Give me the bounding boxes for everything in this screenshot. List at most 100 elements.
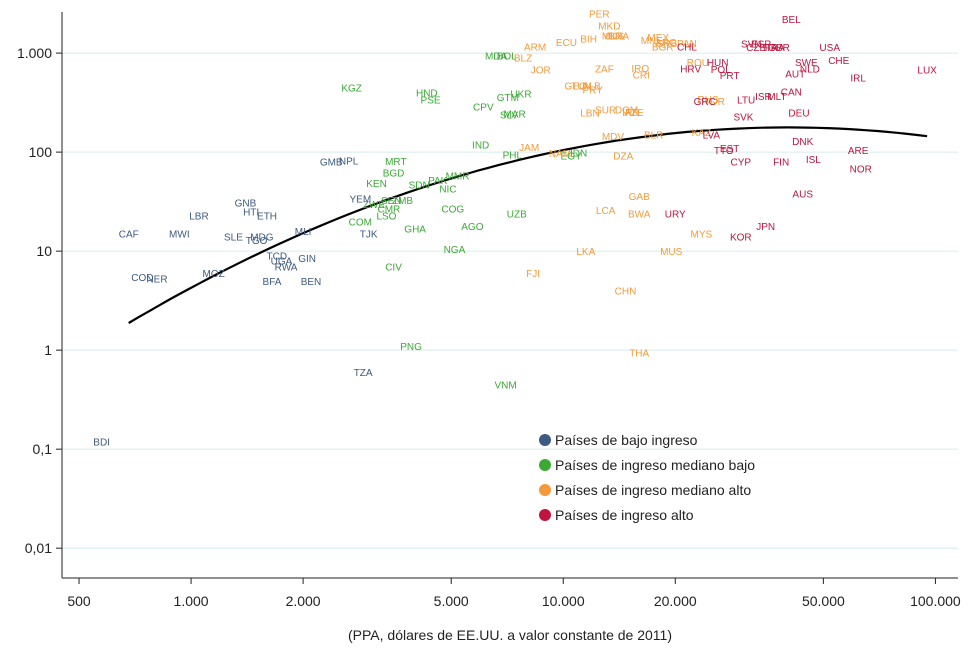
data-point-lower-middle: GTM [497,93,519,104]
data-point-upper-middle: SUR [595,105,616,116]
data-point-low: TCD [267,252,288,263]
data-point-lower-middle: MDA [485,51,508,62]
data-point-high: GBR [768,43,790,54]
data-point-upper-middle: ARG [655,38,677,49]
data-point-high: PRT [720,71,740,82]
data-point-lower-middle: CPV [473,102,494,113]
data-point-high: ARE [848,146,869,157]
data-point-upper-middle: NAM [549,149,571,160]
data-point-upper-middle: GEO [565,82,587,93]
data-point-upper-middle: LKA [576,247,595,258]
data-point-upper-middle: BLZ [514,54,532,65]
legend-label: Países de ingreso alto [555,507,694,523]
data-point-low: MLI [295,227,312,238]
data-point-lower-middle: MMR [446,172,470,183]
legend-marker [539,509,551,521]
legend-marker [539,434,551,446]
data-point-high: USA [819,43,840,54]
data-point-upper-middle: BLR [644,131,663,142]
data-point-lower-middle: ZMB [392,196,413,207]
data-point-high: TTO [714,146,734,157]
data-point-lower-middle: SEN [381,196,402,207]
data-point-upper-middle: ARM [524,42,546,53]
data-point-high: AUS [792,190,813,201]
x-axis-label: (PPA, dólares de EE.UU. a valor constant… [348,627,672,643]
data-point-lower-middle: CIV [385,262,402,273]
data-point-upper-middle: THA [629,348,649,359]
data-point-high: NLD [800,64,820,75]
data-point-upper-middle: BRA [608,32,629,43]
grid-lines [62,52,958,549]
data-point-lower-middle: UZB [507,209,527,220]
data-point-high: CYP [731,158,752,169]
data-point-high: POL [711,65,731,76]
data-point-low: GIN [298,254,316,265]
data-point-lower-middle: PNG [400,342,422,353]
data-point-high: FIN [773,158,789,169]
data-point-high: SWE [795,58,818,69]
x-tick-label: 50.000 [802,593,845,609]
data-point-low: RWA [275,262,298,273]
data-point-upper-middle: DZA [613,152,633,163]
data-point-lower-middle: SLV [500,110,518,121]
data-point-low: NPL [339,157,359,168]
data-point-low: MDG [250,233,274,244]
data-point-high: FRA [765,43,785,54]
data-point-lower-middle: MAR [503,110,525,121]
data-point-upper-middle: COL [605,32,626,43]
data-point-low: BFA [263,277,282,288]
trend-line [128,126,928,324]
data-point-high: URY [665,209,686,220]
x-tick-label: 20.000 [654,593,697,609]
data-point-lower-middle: NIC [439,184,456,195]
data-point-low: TZA [354,368,373,379]
data-point-lower-middle: IND [472,140,489,151]
data-point-high: BEL [782,15,801,26]
data-point-lower-middle: MRT [385,157,406,168]
data-point-upper-middle: JAM [519,143,539,154]
data-point-low: ETH [257,211,277,222]
data-point-high: NOR [850,165,872,176]
data-point-lower-middle: CMR [377,204,400,215]
data-point-upper-middle: MDV [602,132,625,143]
data-point-high: HUN [707,58,729,69]
data-point-lower-middle: SDN [409,181,430,192]
data-point-high: JPN [756,222,775,233]
data-point-lower-middle: PHL [503,150,523,161]
data-point-lower-middle: EGY [561,152,582,163]
data-point-upper-middle: MYS [691,230,713,241]
data-point-upper-middle: GAB [629,192,650,203]
data-point-upper-middle: MUS [602,32,625,43]
data-point-lower-middle: BGD [383,169,405,180]
data-point-high: EST [720,144,739,155]
data-point-low: GNB [235,198,257,209]
data-point-high: KOR [730,233,752,244]
data-point-lower-middle: KEN [366,179,387,190]
data-point-high: ISL [806,155,821,166]
data-point-low: MWI [169,230,190,241]
data-point-lower-middle: HND [416,88,438,99]
y-tick-label: 100 [29,144,53,160]
data-point-low: YEM [350,195,372,206]
data-point-upper-middle: MUS [660,247,683,258]
data-point-high: GRC [694,97,716,108]
trend-curve [128,126,928,324]
data-point-lower-middle: COM [349,217,372,228]
data-point-upper-middle: ZAF [595,64,614,75]
data-point-high: SVN [741,39,762,50]
data-point-upper-middle: TUR [704,97,725,108]
data-point-upper-middle: MNE [641,36,664,47]
data-point-high: CAN [781,87,802,98]
data-point-lower-middle: VNM [494,380,516,391]
data-point-low: CAF [119,230,139,241]
data-point-upper-middle: BWA [628,209,651,220]
data-point-upper-middle: CHN [615,287,637,298]
y-tick-label: 0,01 [25,540,52,556]
data-point-low: LBR [189,211,208,222]
legend: Países de bajo ingreso Países de ingreso … [539,432,755,523]
data-point-high: HRV [680,64,701,75]
data-point-high: DEU [788,109,809,120]
data-point-low: BDI [93,437,110,448]
